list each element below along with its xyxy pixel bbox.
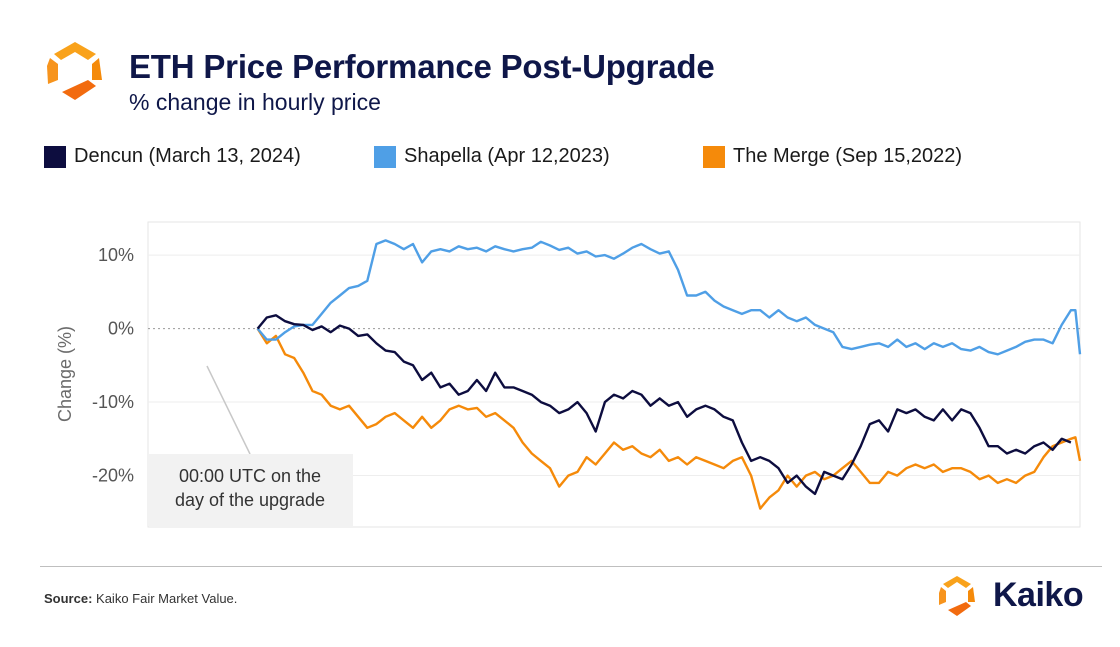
annotation-box [148,454,353,526]
legend-swatch-dencun [44,145,66,168]
legend-item-shapella: Shapella (Apr 12,2023) [374,145,610,168]
annotation-line-2: day of the upgrade [175,490,325,510]
brand-wordmark: Kaiko [993,576,1084,614]
footer-divider [40,566,1102,567]
annotation-pointer [206,365,251,455]
legend-swatch-merge [703,145,725,168]
chart-title: ETH Price Performance Post-Upgrade [129,48,715,85]
legend-label-dencun: Dencun (March 13, 2024) [74,145,301,167]
legend-item-merge: The Merge (Sep 15,2022) [703,145,962,168]
legend-item-dencun: Dencun (March 13, 2024) [44,145,301,168]
y-tick-label: 10% [98,245,134,265]
y-tick-label: -10% [92,392,134,412]
legend-label-shapella: Shapella (Apr 12,2023) [404,145,610,167]
y-tick-label: 0% [108,319,134,339]
y-axis-label: Change (%) [55,326,75,422]
source-label: Source: [44,591,93,606]
legend-label-merge: The Merge (Sep 15,2022) [733,145,963,167]
line-chart: 10% 0% -10% -20% Change (%) 00:00 UTC on th… [55,221,1082,528]
kaiko-brand-icon [939,576,975,616]
series-line-dencun [256,314,1072,496]
series-lines [256,239,1082,510]
annotation-line-1: 00:00 UTC on the [179,466,321,486]
legend: Dencun (March 13, 2024) Shapella (Apr 12… [0,145,1120,175]
chart-subtitle: % change in hourly price [129,89,381,115]
source-note: Source: Kaiko Fair Market Value. [44,591,237,606]
legend-swatch-shapella [374,145,396,168]
y-tick-label: -20% [92,466,134,486]
y-tick-labels: 10% 0% -10% -20% [92,245,134,485]
series-line-merge [256,327,1082,510]
source-text: Kaiko Fair Market Value. [96,591,238,606]
series-line-shapella [256,239,1082,356]
kaiko-logo-icon [47,42,102,100]
